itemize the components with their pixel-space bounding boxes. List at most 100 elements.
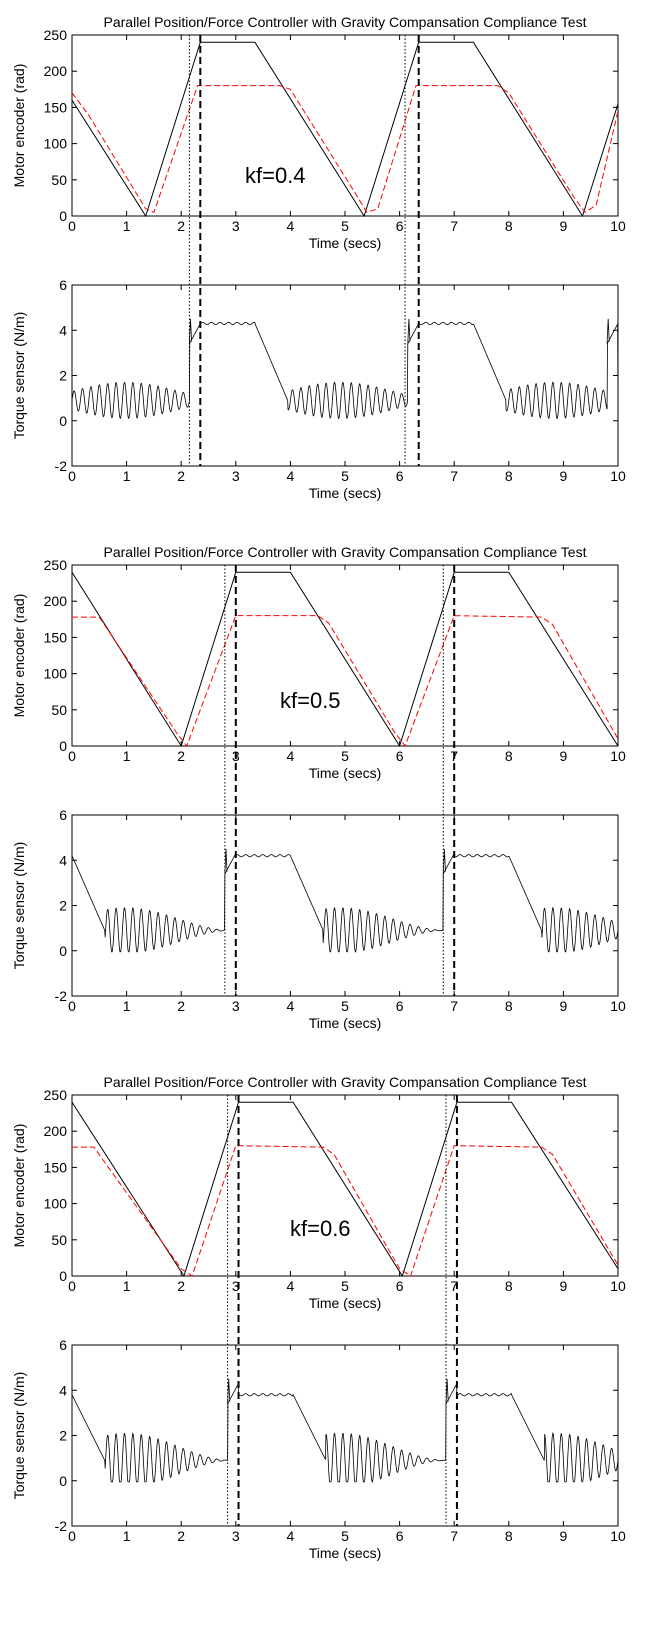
motor-axes-box: [71, 564, 619, 747]
torque-xtick-label: 6: [396, 998, 404, 1014]
torque-ytick-label: 4: [59, 322, 67, 338]
motor-xtick-label: 5: [341, 748, 349, 764]
motor-ytick-label: 100: [44, 136, 68, 152]
torque-axes-box: [71, 814, 619, 997]
motor-xtick-label: 0: [68, 1278, 76, 1294]
motor-xtick-label: 6: [396, 748, 404, 764]
torque-xtick-label: 2: [177, 1528, 185, 1544]
chart-title: Parallel Position/Force Controller with …: [104, 14, 587, 30]
motor-xtick-label: 2: [177, 1278, 185, 1294]
torque-sensor-line: [71, 1378, 619, 1483]
torque-xtick-label: 9: [560, 998, 568, 1014]
motor-reference-line: [72, 1145, 619, 1277]
motor-ytick-label: 100: [44, 666, 68, 682]
torque-ytick-label: 2: [59, 898, 67, 914]
chart-title: Parallel Position/Force Controller with …: [104, 1074, 587, 1090]
motor-ylabel: Motor encoder (rad): [11, 1124, 27, 1248]
torque-ytick-label: 0: [59, 943, 67, 959]
motor-ytick-label: 0: [59, 208, 67, 224]
torque-xtick-label: 8: [505, 1528, 513, 1544]
motor-ytick-label: 250: [44, 1087, 68, 1103]
torque-xtick-label: 4: [287, 1528, 295, 1544]
motor-ytick-label: 0: [59, 738, 67, 754]
torque-xtick-label: 5: [341, 1528, 349, 1544]
torque-ytick-label: 4: [59, 852, 67, 868]
motor-xtick-label: 9: [560, 1278, 568, 1294]
torque-xtick-label: 2: [177, 468, 185, 484]
torque-xtick-label: 10: [610, 468, 626, 484]
motor-ytick-label: 0: [59, 1268, 67, 1284]
motor-xtick-label: 7: [450, 218, 458, 234]
motor-encoder-line: [71, 571, 619, 748]
motor-ytick-label: 200: [44, 63, 68, 79]
torque-xtick-label: 5: [341, 998, 349, 1014]
motor-xtick-label: 8: [505, 218, 513, 234]
motor-xtick-label: 1: [123, 1278, 131, 1294]
torque-xtick-label: 3: [232, 468, 240, 484]
torque-xtick-label: 10: [610, 998, 626, 1014]
torque-ytick-label: 2: [59, 1428, 67, 1444]
torque-xlabel: Time (secs): [309, 1015, 382, 1031]
motor-xtick-label: 1: [123, 218, 131, 234]
torque-xtick-label: 3: [232, 998, 240, 1014]
torque-xtick-label: 0: [68, 1528, 76, 1544]
motor-xtick-label: 6: [396, 1278, 404, 1294]
motor-xtick-label: 5: [341, 218, 349, 234]
motor-ylabel: Motor encoder (rad): [11, 64, 27, 188]
chart-2: Parallel Position/Force Controller with …: [11, 544, 626, 1031]
motor-ytick-label: 50: [51, 702, 67, 718]
torque-xtick-label: 1: [123, 998, 131, 1014]
motor-xlabel: Time (secs): [309, 235, 382, 251]
motor-xtick-label: 10: [610, 1278, 626, 1294]
chart-title: Parallel Position/Force Controller with …: [104, 544, 587, 560]
torque-sensor-line: [71, 848, 619, 953]
motor-xtick-label: 8: [505, 1278, 513, 1294]
kf-annotation: kf=0.5: [280, 688, 341, 713]
motor-xtick-label: 6: [396, 218, 404, 234]
torque-xtick-label: 10: [610, 1528, 626, 1544]
motor-xlabel: Time (secs): [309, 765, 382, 781]
motor-xtick-label: 1: [123, 748, 131, 764]
torque-xtick-label: 1: [123, 468, 131, 484]
torque-ytick-label: 6: [59, 277, 67, 293]
motor-xtick-label: 7: [450, 1278, 458, 1294]
torque-ylabel: Torque sensor (N/m): [11, 842, 27, 970]
torque-ytick-label: 2: [59, 368, 67, 384]
motor-xtick-label: 3: [232, 218, 240, 234]
torque-xtick-label: 1: [123, 1528, 131, 1544]
torque-xtick-label: 5: [341, 468, 349, 484]
torque-xtick-label: 9: [560, 468, 568, 484]
motor-ytick-label: 250: [44, 557, 68, 573]
torque-xtick-label: 7: [450, 468, 458, 484]
chart-1: Parallel Position/Force Controller with …: [11, 14, 626, 501]
motor-ytick-label: 150: [44, 99, 68, 115]
motor-xtick-label: 10: [610, 748, 626, 764]
motor-xtick-label: 9: [560, 218, 568, 234]
motor-ytick-label: 200: [44, 593, 68, 609]
motor-ytick-label: 150: [44, 629, 68, 645]
kf-annotation: kf=0.6: [290, 1216, 351, 1241]
torque-axes-box: [71, 1344, 619, 1527]
motor-ytick-label: 50: [51, 172, 67, 188]
torque-xlabel: Time (secs): [309, 1545, 382, 1561]
motor-xtick-label: 0: [68, 748, 76, 764]
torque-sensor-line: [71, 318, 619, 420]
motor-xtick-label: 4: [287, 218, 295, 234]
motor-ytick-label: 200: [44, 1123, 68, 1139]
motor-xtick-label: 3: [232, 1278, 240, 1294]
motor-xtick-label: 8: [505, 748, 513, 764]
torque-ytick-label: 6: [59, 807, 67, 823]
torque-xtick-label: 9: [560, 1528, 568, 1544]
torque-xtick-label: 0: [68, 468, 76, 484]
torque-ytick-label: -2: [55, 988, 68, 1004]
torque-xtick-label: 4: [287, 998, 295, 1014]
kf-annotation: kf=0.4: [245, 163, 306, 188]
torque-ytick-label: 0: [59, 1473, 67, 1489]
motor-encoder-line: [71, 41, 619, 218]
motor-ytick-label: 100: [44, 1196, 68, 1212]
motor-xtick-label: 0: [68, 218, 76, 234]
torque-ytick-label: 0: [59, 413, 67, 429]
motor-xtick-label: 2: [177, 218, 185, 234]
torque-ytick-label: 4: [59, 1382, 67, 1398]
